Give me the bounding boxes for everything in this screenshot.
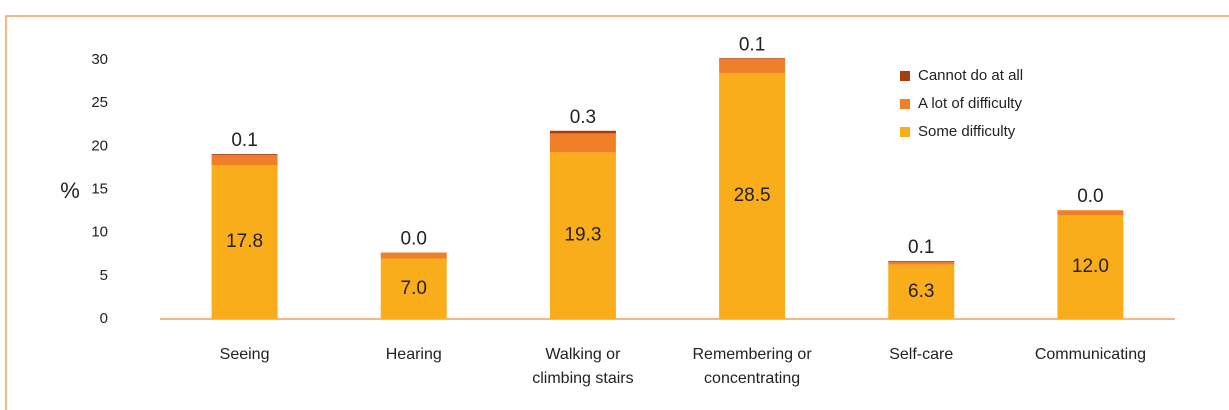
y-tick-label: 5: [100, 267, 108, 284]
bar-segment: [888, 262, 955, 265]
y-tick-label: 0: [100, 310, 108, 327]
value-label: 0.3: [570, 107, 596, 128]
bar-segment: [888, 264, 955, 319]
y-axis-label: %: [60, 178, 80, 203]
x-tick-label: Communicating: [1035, 346, 1146, 363]
bar-segment: [719, 72, 786, 319]
bar-segment: [211, 154, 278, 155]
value-label: 0.1: [908, 237, 934, 258]
bar-segment: [719, 58, 786, 60]
value-label: 0.0: [1077, 186, 1103, 207]
value-label: 12.0: [1072, 256, 1109, 277]
bar-segment: [380, 252, 447, 259]
bar-segment: [888, 261, 955, 263]
value-label: 0.0: [401, 229, 427, 250]
value-label: 19.3: [564, 225, 601, 246]
value-label: 28.5: [734, 185, 771, 206]
bar-segment: [1057, 210, 1124, 216]
legend-swatch: [900, 99, 910, 109]
y-tick-label: 25: [91, 94, 108, 111]
y-tick-label: 30: [91, 51, 108, 68]
legend-swatch: [900, 71, 910, 81]
legend-label: Some difficulty: [918, 123, 1016, 140]
x-tick-label: Hearing: [386, 346, 442, 363]
bar-segment: [549, 130, 616, 134]
x-tick-label: concentrating: [704, 370, 800, 387]
x-tick-label: Seeing: [220, 346, 270, 363]
frame: [5, 15, 1229, 410]
value-label: 0.1: [231, 130, 257, 151]
y-tick-label: 10: [91, 224, 108, 241]
bar-segment: [549, 133, 616, 153]
value-label: 17.8: [226, 231, 263, 252]
bar-segment: [380, 258, 447, 319]
bar-segment: [1057, 215, 1124, 319]
x-tick-label: Remembering or: [693, 346, 813, 363]
bar-segment: [211, 154, 278, 166]
y-tick-label: 15: [91, 180, 108, 197]
bar-segment: [211, 165, 278, 319]
value-label: 0.1: [739, 34, 765, 55]
legend-label: A lot of difficulty: [918, 95, 1022, 112]
x-tick-label: Walking or: [545, 346, 621, 363]
value-label: 6.3: [908, 281, 934, 302]
legend-label: Cannot do at all: [918, 67, 1023, 84]
legend-swatch: [900, 127, 910, 137]
bar-segment: [719, 59, 786, 73]
y-tick-label: 20: [91, 137, 108, 154]
bar-segment: [549, 152, 616, 319]
x-tick-label: climbing stairs: [532, 370, 633, 387]
value-label: 7.0: [401, 278, 427, 299]
x-tick-label: Self-care: [889, 346, 953, 363]
